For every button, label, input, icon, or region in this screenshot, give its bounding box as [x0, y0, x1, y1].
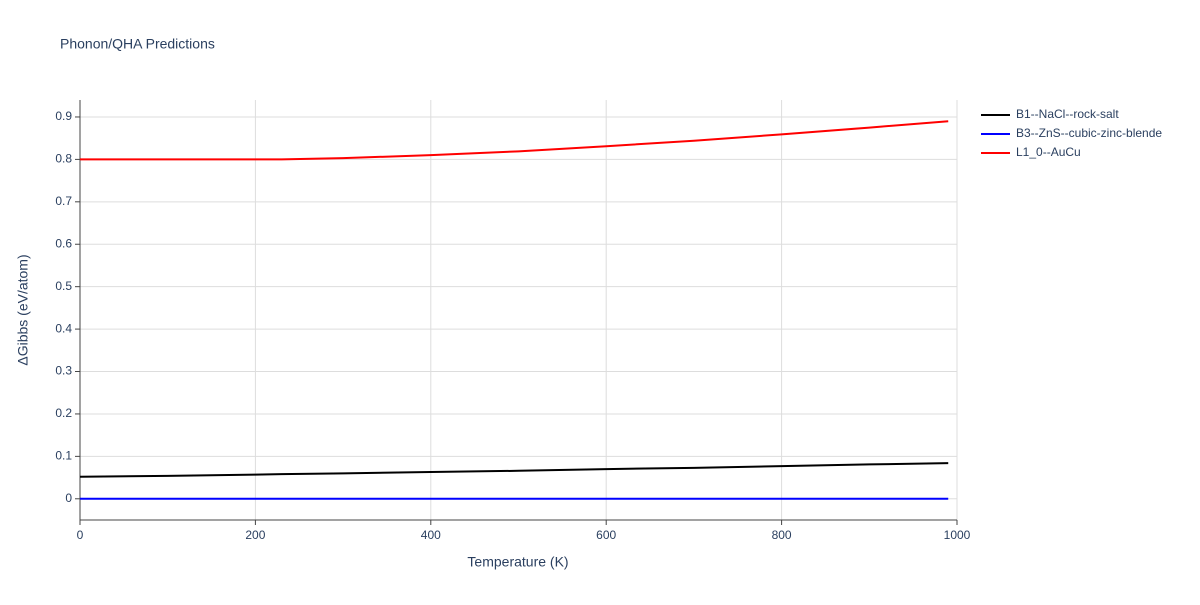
- x-tick-label: 1000: [944, 528, 971, 542]
- legend-label: B1--NaCl--rock-salt: [1016, 107, 1119, 121]
- chart-title: Phonon/QHA Predictions: [60, 36, 215, 52]
- x-tick-label: 200: [245, 528, 265, 542]
- y-axis-label: ΔGibbs (eV/atom): [15, 254, 31, 365]
- x-tick-label: 0: [77, 528, 84, 542]
- line: [80, 120, 949, 161]
- y-tick-label: 0.2: [55, 406, 72, 420]
- x-axis-label: Temperature (K): [467, 554, 568, 570]
- y-tick-label: 0.8: [55, 152, 72, 166]
- y-tick-label: 0.4: [55, 321, 72, 335]
- y-tick-label: 0.7: [55, 194, 72, 208]
- y-tick-label: 0: [65, 491, 72, 505]
- x-tick-label: 800: [772, 528, 792, 542]
- y-tick-label: 0.3: [55, 364, 72, 378]
- legend-label: B3--ZnS--cubic-zinc-blende: [1016, 126, 1162, 140]
- line: [79, 462, 949, 478]
- y-tick-label: 0.1: [55, 449, 72, 463]
- y-tick-label: 0.5: [55, 279, 72, 293]
- x-tick-label: 600: [596, 528, 616, 542]
- legend-label: L1_0--AuCu: [1016, 145, 1081, 159]
- y-tick-label: 0.6: [55, 236, 72, 250]
- x-tick-label: 400: [421, 528, 441, 542]
- y-tick-label: 0.9: [55, 109, 72, 123]
